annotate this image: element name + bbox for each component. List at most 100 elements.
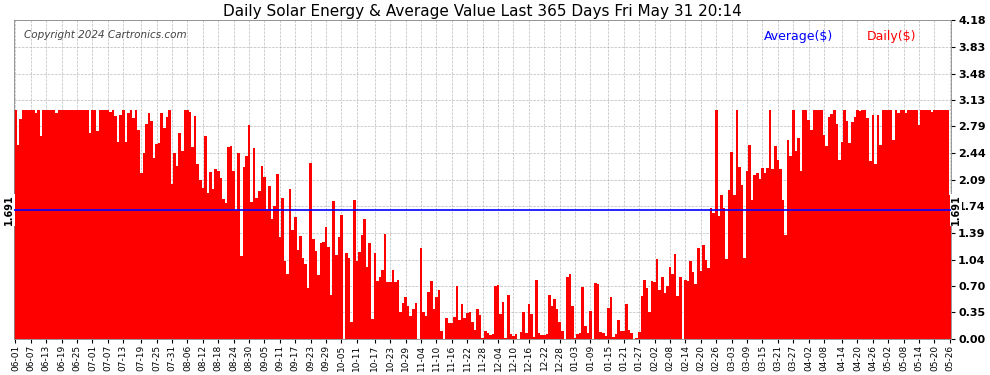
Bar: [715, 110, 718, 339]
Bar: [446, 318, 448, 339]
Bar: [460, 304, 463, 339]
Bar: [289, 189, 291, 339]
Bar: [877, 115, 879, 339]
Bar: [661, 278, 663, 339]
Bar: [48, 110, 50, 339]
Bar: [507, 295, 510, 339]
Bar: [412, 309, 415, 339]
Bar: [763, 173, 766, 339]
Bar: [866, 118, 869, 339]
Bar: [448, 323, 450, 339]
Bar: [720, 195, 723, 339]
Bar: [848, 143, 851, 339]
Bar: [581, 287, 584, 339]
Bar: [813, 110, 815, 339]
Bar: [879, 145, 882, 339]
Bar: [43, 110, 45, 339]
Text: 1.691: 1.691: [951, 195, 961, 225]
Bar: [346, 253, 347, 339]
Bar: [415, 303, 417, 339]
Bar: [78, 110, 81, 339]
Bar: [453, 317, 455, 339]
Bar: [502, 302, 505, 339]
Bar: [525, 333, 528, 339]
Bar: [55, 114, 57, 339]
Bar: [391, 270, 394, 339]
Bar: [307, 288, 310, 339]
Bar: [263, 177, 265, 339]
Bar: [268, 186, 271, 339]
Bar: [882, 110, 884, 339]
Bar: [728, 190, 731, 339]
Bar: [641, 296, 644, 339]
Bar: [841, 142, 843, 339]
Bar: [152, 158, 155, 339]
Bar: [823, 135, 826, 339]
Bar: [700, 271, 702, 339]
Bar: [931, 112, 934, 339]
Bar: [538, 333, 541, 339]
Bar: [679, 277, 681, 339]
Bar: [335, 255, 338, 339]
Bar: [186, 110, 189, 339]
Bar: [428, 292, 430, 339]
Bar: [225, 202, 228, 339]
Bar: [666, 286, 669, 339]
Bar: [146, 124, 148, 339]
Bar: [215, 169, 217, 339]
Bar: [99, 110, 101, 339]
Bar: [294, 217, 297, 339]
Bar: [915, 110, 918, 339]
Bar: [76, 110, 78, 339]
Bar: [183, 110, 186, 339]
Bar: [281, 198, 284, 339]
Bar: [486, 333, 489, 339]
Bar: [397, 280, 399, 339]
Bar: [741, 185, 743, 339]
Bar: [758, 179, 761, 339]
Bar: [858, 111, 861, 339]
Bar: [658, 290, 661, 339]
Bar: [138, 129, 140, 339]
Bar: [623, 331, 625, 339]
Bar: [648, 312, 650, 339]
Bar: [568, 274, 571, 339]
Bar: [38, 110, 40, 339]
Bar: [533, 337, 536, 339]
Bar: [833, 110, 836, 339]
Bar: [674, 254, 676, 339]
Bar: [710, 208, 713, 339]
Bar: [874, 164, 877, 339]
Bar: [89, 132, 91, 339]
Bar: [338, 237, 341, 339]
Bar: [913, 110, 915, 339]
Bar: [35, 112, 38, 339]
Bar: [479, 315, 481, 339]
Bar: [130, 110, 133, 339]
Bar: [548, 295, 550, 339]
Bar: [612, 337, 615, 339]
Bar: [597, 284, 600, 339]
Bar: [512, 336, 515, 339]
Bar: [918, 125, 921, 339]
Bar: [196, 164, 199, 339]
Bar: [81, 110, 83, 339]
Bar: [769, 110, 771, 339]
Bar: [536, 280, 538, 339]
Bar: [808, 120, 810, 339]
Bar: [810, 130, 813, 339]
Bar: [420, 248, 423, 339]
Bar: [407, 306, 410, 339]
Bar: [122, 110, 125, 339]
Bar: [887, 110, 890, 339]
Bar: [543, 336, 545, 339]
Bar: [615, 334, 618, 339]
Bar: [455, 286, 458, 339]
Bar: [286, 274, 289, 339]
Bar: [553, 299, 555, 339]
Bar: [30, 110, 32, 339]
Bar: [499, 314, 502, 339]
Bar: [297, 250, 299, 339]
Bar: [450, 323, 453, 339]
Bar: [27, 110, 30, 339]
